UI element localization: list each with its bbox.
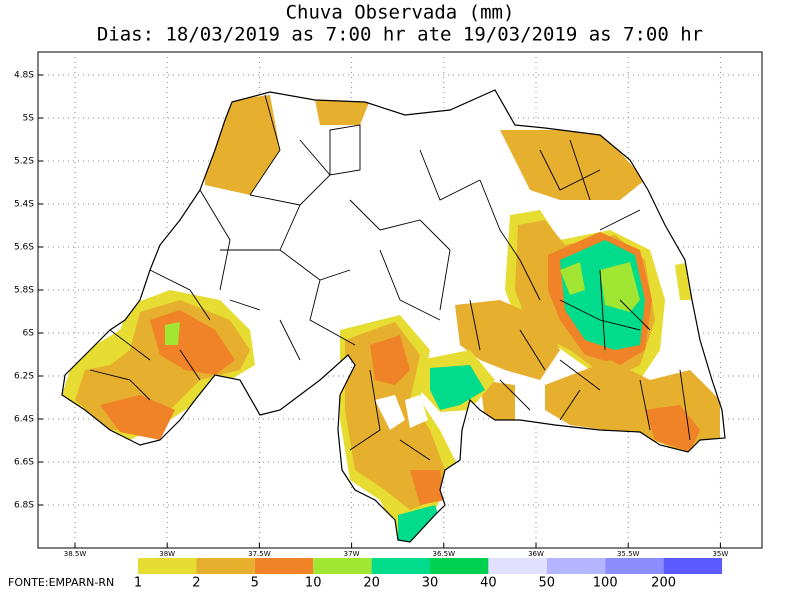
colorbar-label: 50	[539, 576, 556, 591]
lon-tick-label: 38W	[159, 550, 175, 558]
lat-tick-label: 6.2S	[14, 372, 34, 382]
colorbar-swatch	[371, 558, 430, 574]
colorbar-swatch	[488, 558, 547, 574]
colorbar-label: 20	[363, 576, 380, 591]
axis-ticks: 4.8S 5S 5.2S 5.4S 5.6S 5.8S 6S 6.2S 6.4S 6.6S 6.8S…	[14, 71, 728, 559]
map-subtitle: Dias: 18/03/2019 as 7:00 hr ate 19/03/20…	[97, 24, 703, 46]
colorbar-swatch	[196, 558, 255, 574]
colorbar-label: 30	[422, 576, 439, 591]
lat-tick-label: 6.8S	[14, 501, 34, 511]
colorbar-label: 1	[134, 576, 142, 591]
colorbar-label: 10	[305, 576, 322, 591]
lat-tick-label: 6.4S	[14, 415, 34, 425]
colorbar-swatch	[254, 558, 314, 574]
municipal-borders	[89, 94, 691, 461]
lat-tick-label: 6S	[23, 329, 35, 339]
colorbar-label: 100	[593, 576, 618, 591]
lon-tick-label: 36.5W	[433, 550, 456, 558]
lat-tick-label: 5.2S	[14, 157, 34, 167]
colorbar-swatch	[313, 558, 372, 574]
colorbar-label: 200	[651, 576, 676, 591]
lat-tick-label: 5.4S	[14, 200, 34, 210]
lat-tick-label: 6.6S	[14, 458, 34, 468]
lat-tick-label: 4.8S	[14, 71, 34, 81]
colorbar-swatch	[546, 558, 606, 574]
colorbar-swatch	[430, 558, 489, 574]
lon-tick-label: 36W	[528, 550, 544, 558]
map-title: Chuva Observada (mm)	[286, 2, 515, 24]
colorbar-swatch	[663, 558, 722, 574]
lat-tick-label: 5.8S	[14, 286, 34, 296]
lat-tick-label: 5S	[23, 114, 35, 124]
lon-tick-label: 35W	[712, 550, 728, 558]
colorbar-swatch	[138, 558, 197, 574]
lon-tick-label: 37W	[344, 550, 360, 558]
lon-tick-label: 35.5W	[617, 550, 640, 558]
rain-areas	[62, 95, 720, 542]
source-note: FONTE:EMPARN-RN	[8, 576, 114, 589]
colorbar-label: 5	[251, 576, 259, 591]
lat-tick-label: 5.6S	[14, 243, 34, 253]
lon-tick-label: 38.5W	[64, 550, 87, 558]
colorbar-label: 2	[192, 576, 200, 591]
colorbar-swatch	[605, 558, 664, 574]
colorbar-label: 40	[480, 576, 497, 591]
lon-tick-label: 37.5W	[248, 550, 271, 558]
colorbar: 1 2 5 10 20 30 40 50 100 200	[134, 558, 722, 591]
